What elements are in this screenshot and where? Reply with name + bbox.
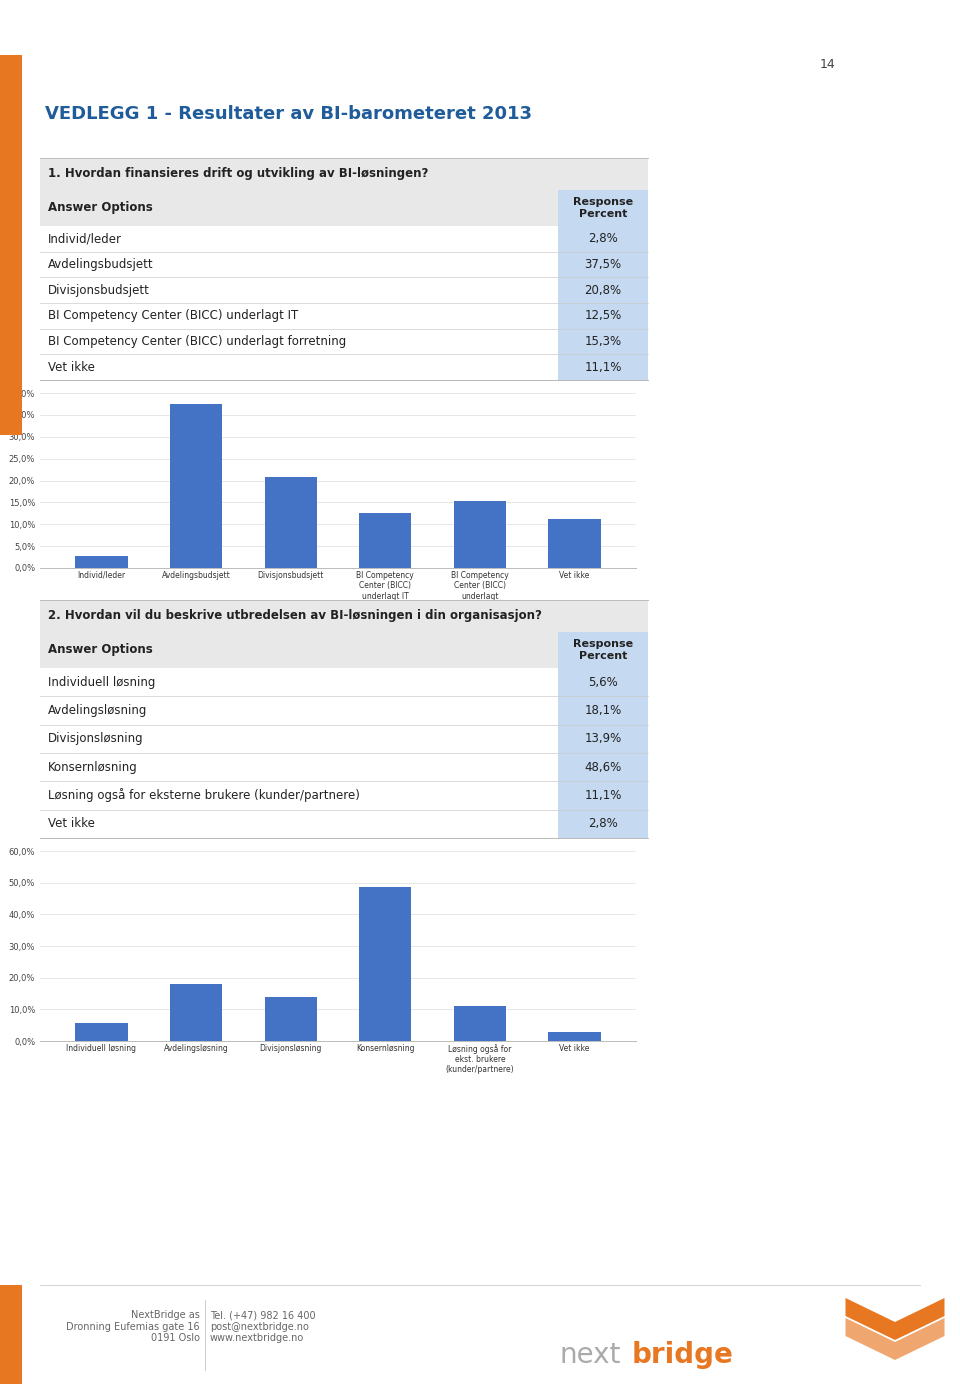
Bar xyxy=(454,501,506,567)
Text: Løsning også for eksterne brukere (kunder/partnere): Løsning også for eksterne brukere (kunde… xyxy=(48,789,360,803)
Text: 2,8%: 2,8% xyxy=(588,818,618,830)
Text: 37,5%: 37,5% xyxy=(585,257,621,271)
Text: 14: 14 xyxy=(820,58,836,71)
Text: Vet ikke: Vet ikke xyxy=(48,361,95,374)
Text: Answer Options: Answer Options xyxy=(48,202,153,215)
Text: BI Competency Center (BICC) underlagt IT: BI Competency Center (BICC) underlagt IT xyxy=(48,310,299,322)
Bar xyxy=(454,1006,506,1041)
Bar xyxy=(548,1032,601,1041)
Text: Response
Percent: Response Percent xyxy=(573,197,633,219)
Text: Konsernløsning: Konsernløsning xyxy=(48,761,137,774)
Text: Divisjonsløsning: Divisjonsløsning xyxy=(48,732,144,746)
Bar xyxy=(265,996,317,1041)
Text: VEDLEGG 1 - Resultater av BI-barometeret 2013: VEDLEGG 1 - Resultater av BI-barometeret… xyxy=(45,105,532,123)
Text: NextBridge as
Dronning Eufemias gate 16
0191 Oslo: NextBridge as Dronning Eufemias gate 16 … xyxy=(66,1311,200,1344)
Polygon shape xyxy=(846,1298,945,1340)
Bar xyxy=(76,556,128,567)
Bar xyxy=(265,477,317,567)
Text: Vet ikke: Vet ikke xyxy=(48,818,95,830)
Text: 2,8%: 2,8% xyxy=(588,233,618,245)
Bar xyxy=(359,887,411,1041)
Bar xyxy=(170,984,222,1041)
Text: 5,6%: 5,6% xyxy=(588,675,618,689)
Text: 18,1%: 18,1% xyxy=(585,704,622,717)
Text: Individ/leder: Individ/leder xyxy=(48,233,122,245)
Text: Avdelingsløsning: Avdelingsløsning xyxy=(48,704,148,717)
Text: Tel. (+47) 982 16 400
post@nextbridge.no
www.nextbridge.no: Tel. (+47) 982 16 400 post@nextbridge.no… xyxy=(210,1311,316,1344)
Text: Divisjonsbudsjett: Divisjonsbudsjett xyxy=(48,284,150,296)
Text: 13,9%: 13,9% xyxy=(585,732,622,746)
Text: Answer Options: Answer Options xyxy=(48,644,153,656)
Text: BI Competency Center (BICC) underlagt forretning: BI Competency Center (BICC) underlagt fo… xyxy=(48,335,347,347)
Text: Avdelingsbudsjett: Avdelingsbudsjett xyxy=(48,257,154,271)
Text: Response
Percent: Response Percent xyxy=(573,639,633,660)
Text: 1. Hvordan finansieres drift og utvikling av BI-løsningen?: 1. Hvordan finansieres drift og utviklin… xyxy=(48,167,428,180)
Text: 20,8%: 20,8% xyxy=(585,284,621,296)
Text: next: next xyxy=(560,1341,621,1369)
Text: 11,1%: 11,1% xyxy=(585,361,622,374)
Text: 48,6%: 48,6% xyxy=(585,761,622,774)
Text: 11,1%: 11,1% xyxy=(585,789,622,801)
Bar xyxy=(548,519,601,567)
Bar xyxy=(359,513,411,567)
Text: 15,3%: 15,3% xyxy=(585,335,621,347)
Bar xyxy=(76,1023,128,1041)
Text: Individuell løsning: Individuell løsning xyxy=(48,675,156,689)
Text: bridge: bridge xyxy=(632,1341,733,1369)
Text: 2. Hvordan vil du beskrive utbredelsen av BI-løsningen i din organisasjon?: 2. Hvordan vil du beskrive utbredelsen a… xyxy=(48,609,541,623)
Text: 12,5%: 12,5% xyxy=(585,310,622,322)
Bar xyxy=(170,404,222,567)
Polygon shape xyxy=(846,1318,945,1360)
